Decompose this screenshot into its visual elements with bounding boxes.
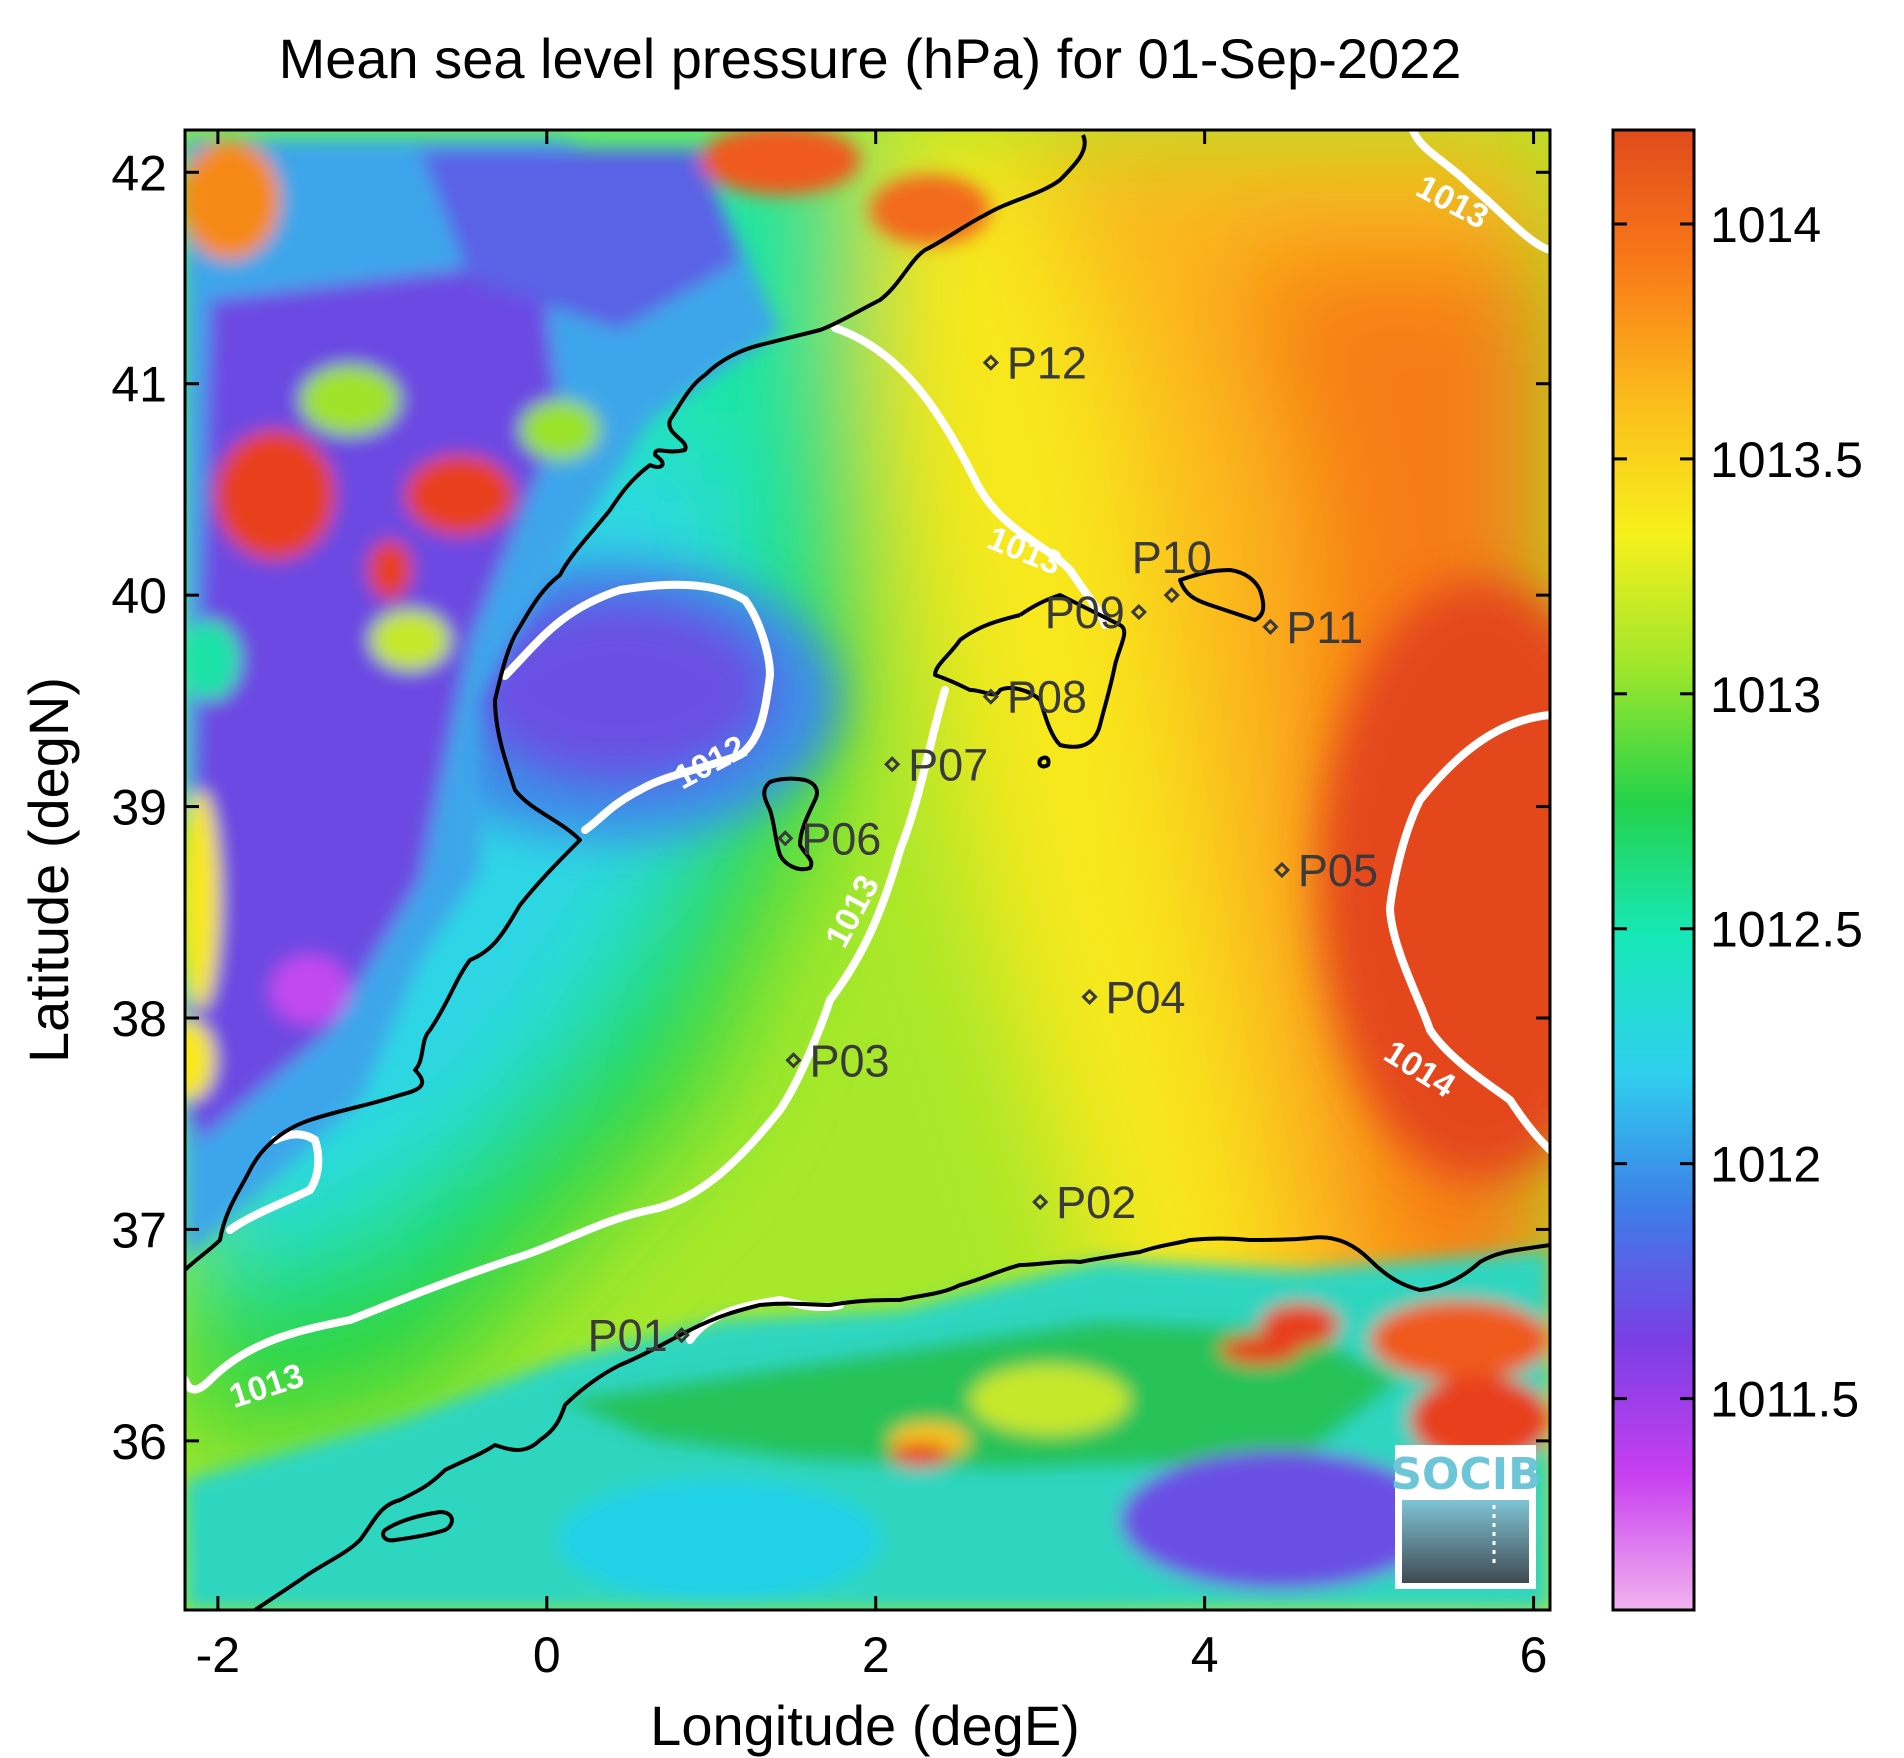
colorbar-tick-label: 1011.5	[1710, 1372, 1859, 1428]
y-tick-label: 41	[111, 357, 167, 413]
y-tick-label: 40	[111, 568, 167, 624]
y-tick-label: 37	[111, 1202, 167, 1258]
station-label: P05	[1298, 845, 1378, 896]
x-tick-label: -2	[196, 1627, 240, 1683]
station-label: P04	[1106, 972, 1186, 1023]
colorbar-tick-label: 1013.5	[1710, 432, 1863, 488]
socib-logo: SOCIB	[1390, 1445, 1542, 1589]
y-tick-label: 42	[111, 145, 167, 201]
colorbar	[1613, 130, 1694, 1610]
map-title: Mean sea level pressure (hPa) for 01-Sep…	[279, 27, 1462, 90]
station-label: P01	[588, 1310, 668, 1361]
x-tick-label: 4	[1191, 1627, 1219, 1683]
colorbar-tick-label: 1014	[1710, 197, 1821, 253]
station-marker[interactable]	[1032, 1193, 1049, 1211]
station-marker[interactable]	[673, 1327, 690, 1344]
colorbar-tick-label: 1012	[1710, 1137, 1821, 1193]
station-label: P06	[801, 813, 881, 864]
map-frame	[183, 128, 1552, 1612]
station-marker[interactable]	[1273, 861, 1291, 879]
station-label: P02	[1056, 1177, 1136, 1228]
station-marker[interactable]	[982, 354, 999, 371]
socib-logo-text: SOCIB	[1390, 1449, 1541, 1500]
station-label: P11	[1286, 602, 1363, 653]
station-marker[interactable]	[884, 756, 901, 773]
colorbar-tick-label: 1012.5	[1710, 902, 1863, 958]
station-marker[interactable]	[1081, 988, 1098, 1005]
station-marker[interactable]	[785, 1052, 802, 1069]
y-tick-label: 38	[111, 991, 167, 1047]
station-label: P07	[908, 739, 988, 790]
station-marker[interactable]	[1163, 587, 1180, 604]
x-tick-label: 2	[862, 1627, 890, 1683]
x-tick-label: 0	[533, 1627, 561, 1683]
y-tick-label: 39	[111, 780, 167, 836]
axis-ticks: -2 0 2 4 6 42 41 40 39 38 37 36	[111, 130, 1550, 1683]
colorbar-ticks: 1014 1013.5 1013 1012.5 1012 1011.5	[1613, 197, 1863, 1428]
x-axis-title: Longitude (degE)	[650, 1694, 1080, 1757]
station-label: P10	[1132, 532, 1212, 583]
station-label: P12	[1007, 338, 1087, 389]
y-axis-title: Latitude (degN)	[17, 677, 80, 1063]
station-label: P03	[809, 1035, 889, 1086]
contour-lines	[185, 130, 1550, 1394]
coastline	[185, 134, 1550, 1610]
station-marker[interactable]	[1262, 618, 1279, 635]
station-label: P09	[1045, 587, 1125, 638]
y-tick-label: 36	[111, 1414, 167, 1470]
station-marker[interactable]	[982, 688, 999, 705]
x-tick-label: 6	[1520, 1627, 1548, 1683]
colorbar-frame	[1611, 128, 1696, 1612]
colorbar-tick-label: 1013	[1710, 667, 1821, 723]
station-marker[interactable]	[777, 830, 794, 847]
station-marker[interactable]	[1130, 603, 1147, 621]
station-label: P08	[1007, 672, 1087, 723]
